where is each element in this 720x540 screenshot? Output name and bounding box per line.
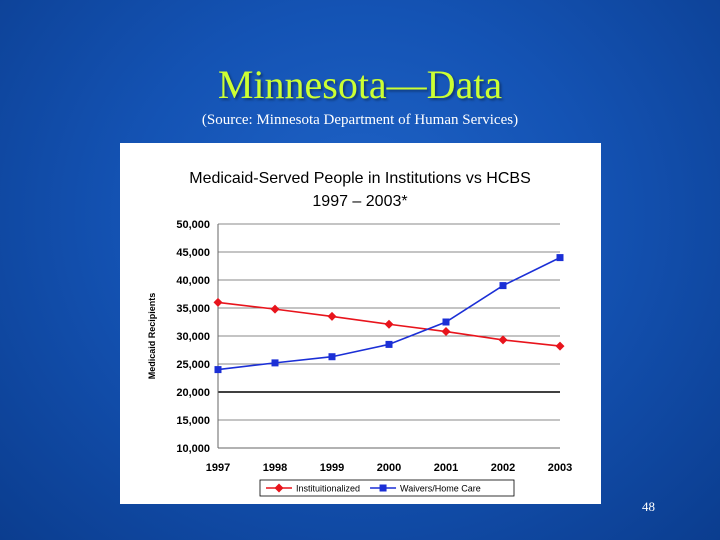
data-point	[327, 311, 337, 321]
y-tick-label: 50,000	[176, 219, 210, 231]
y-tick-label: 15,000	[176, 415, 210, 427]
y-tick-label: 20,000	[176, 387, 210, 399]
grid-lines	[217, 223, 560, 449]
slide-subtitle: (Source: Minnesota Department of Human S…	[201, 112, 519, 128]
data-point	[271, 359, 279, 367]
data-point	[270, 304, 280, 314]
y-axis-label: Medicaid Recipients	[147, 293, 157, 380]
data-point	[385, 340, 393, 348]
axis-ticks: 10,000 15,000 20,000 25,000 30,000 35,000 40,0…	[176, 219, 572, 474]
y-tick-label: 30,000	[176, 331, 210, 343]
legend: Instituitionalized Waivers/Home Care	[259, 479, 515, 497]
page-number: 48	[642, 499, 655, 514]
legend-label: Waivers/Home Care	[400, 484, 481, 494]
data-point	[384, 319, 394, 329]
data-point	[213, 297, 223, 307]
y-tick-label: 40,000	[176, 275, 210, 287]
data-point	[499, 282, 507, 290]
data-point	[441, 327, 451, 337]
x-tick-label: 2003	[548, 462, 572, 474]
data-point	[555, 341, 565, 351]
data-point	[498, 335, 508, 345]
series-line	[217, 256, 561, 371]
data-point	[214, 366, 222, 374]
series-lines	[213, 254, 565, 374]
x-tick-label: 2001	[434, 462, 458, 474]
line-chart: Medicaid-Served People in Institutions v…	[147, 170, 572, 497]
y-tick-label: 35,000	[176, 303, 210, 315]
x-tick-label: 2002	[491, 462, 515, 474]
data-point	[442, 318, 450, 326]
legend-marker	[274, 483, 284, 493]
legend-marker	[379, 484, 387, 492]
data-point	[328, 353, 336, 361]
x-tick-label: 2000	[377, 462, 401, 474]
x-tick-label: 1998	[263, 462, 287, 474]
x-tick-label: 1997	[206, 462, 230, 474]
data-point	[556, 254, 564, 262]
chart-title: Medicaid-Served People in Institutions v…	[189, 170, 531, 187]
chart-panel: Medicaid-Served People in Institutions v…	[120, 143, 601, 504]
y-tick-label: 25,000	[176, 359, 210, 371]
slide-title: Minnesota—Data	[217, 62, 503, 107]
chart-subtitle: 1997 – 2003*	[312, 193, 407, 210]
y-tick-label: 45,000	[176, 247, 210, 259]
x-tick-label: 1999	[320, 462, 344, 474]
y-tick-label: 10,000	[176, 443, 210, 455]
legend-label: Instituitionalized	[296, 484, 360, 494]
